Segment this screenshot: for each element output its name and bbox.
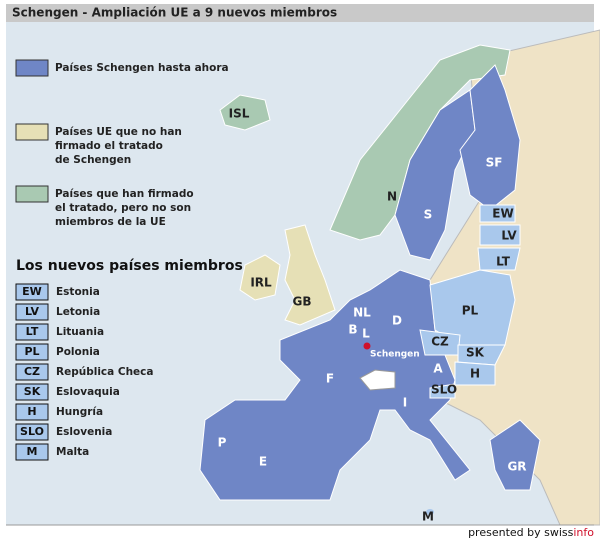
great-britain bbox=[284, 224, 336, 326]
legend-label: Países UE que no han bbox=[55, 126, 182, 138]
latvia bbox=[479, 224, 521, 246]
member-code: M bbox=[27, 445, 38, 458]
member-name: Hungría bbox=[56, 406, 103, 418]
title: Schengen - Ampliación UE a 9 nuevos miem… bbox=[12, 6, 337, 20]
map-label: F bbox=[326, 372, 334, 386]
member-name: Letonia bbox=[56, 306, 100, 318]
member-name: Estonia bbox=[56, 286, 100, 298]
code-box bbox=[15, 323, 49, 341]
legend-label: de Schengen bbox=[55, 154, 131, 166]
map-label: L bbox=[362, 327, 370, 341]
map-label: SLO bbox=[431, 383, 457, 397]
new-members-title: Los nuevos países miembros bbox=[16, 258, 243, 274]
ireland bbox=[239, 254, 281, 301]
map-label: IRL bbox=[250, 276, 272, 290]
member-code: H bbox=[27, 405, 36, 418]
member-code: LV bbox=[25, 305, 39, 318]
city-label: Schengen bbox=[370, 350, 420, 360]
legend-label: firmado el tratado bbox=[55, 140, 163, 152]
code-box bbox=[15, 443, 49, 461]
map-label: S bbox=[424, 208, 433, 222]
map-label: SF bbox=[486, 156, 503, 170]
member-code: SK bbox=[24, 385, 41, 398]
credit: presented by swissinfo bbox=[468, 526, 594, 539]
code-box bbox=[15, 363, 49, 381]
malta bbox=[426, 509, 434, 515]
map-label: M bbox=[422, 510, 434, 524]
map-label: D bbox=[392, 314, 402, 328]
member-name: República Checa bbox=[56, 366, 154, 378]
code-box bbox=[15, 383, 49, 401]
member-name: Polonia bbox=[56, 346, 100, 358]
map-label: PL bbox=[462, 304, 479, 318]
credit-suffix: info bbox=[573, 526, 594, 539]
credit-prefix: presented by swiss bbox=[468, 526, 574, 539]
member-code: PL bbox=[24, 345, 39, 358]
greece bbox=[489, 419, 541, 491]
member-name: Malta bbox=[56, 446, 89, 458]
member-code: SLO bbox=[20, 425, 44, 438]
header-bar bbox=[6, 4, 594, 22]
member-code: LT bbox=[26, 325, 39, 338]
code-box bbox=[15, 423, 49, 441]
map-label: CZ bbox=[431, 335, 449, 349]
legend-label: Países Schengen hasta ahora bbox=[55, 62, 229, 74]
schengen-continent bbox=[199, 269, 471, 501]
lithuania bbox=[477, 247, 521, 271]
finland bbox=[459, 64, 521, 211]
map-label: B bbox=[348, 323, 357, 337]
slovenia bbox=[429, 383, 456, 399]
member-name: Lituania bbox=[56, 326, 104, 338]
switzerland bbox=[359, 369, 396, 391]
map-label: LT bbox=[496, 255, 511, 269]
legend-label: miembros de la UE bbox=[55, 216, 166, 228]
map-label: N bbox=[387, 190, 397, 204]
map-label: A bbox=[433, 362, 443, 376]
estonia bbox=[479, 204, 516, 223]
legend-swatch bbox=[15, 185, 49, 203]
map-label: H bbox=[470, 367, 480, 381]
map-label: LV bbox=[501, 229, 517, 243]
member-name: Eslovaquia bbox=[56, 386, 120, 398]
code-box bbox=[15, 283, 49, 301]
member-name: Eslovenia bbox=[56, 426, 112, 438]
legend-label: el tratado, pero no son bbox=[55, 202, 191, 214]
map-label: EW bbox=[492, 207, 513, 221]
map-label: I bbox=[403, 396, 407, 410]
map-label: GB bbox=[293, 295, 312, 309]
map-label: ISL bbox=[229, 107, 250, 121]
legend-swatch bbox=[15, 59, 49, 77]
map-label: P bbox=[218, 436, 227, 450]
member-code: EW bbox=[22, 285, 42, 298]
code-box bbox=[15, 403, 49, 421]
map-label: GR bbox=[507, 460, 526, 474]
code-box bbox=[15, 343, 49, 361]
hungary bbox=[454, 361, 496, 386]
map-label: E bbox=[259, 455, 267, 469]
schengen-dot bbox=[363, 342, 371, 350]
member-code: CZ bbox=[24, 365, 40, 378]
code-box bbox=[15, 303, 49, 321]
map-label: NL bbox=[353, 306, 371, 320]
iceland bbox=[219, 94, 271, 131]
legend-swatch bbox=[15, 123, 49, 141]
legend-label: Países que han firmado bbox=[55, 188, 194, 200]
map-label: SK bbox=[466, 346, 485, 360]
land bbox=[199, 29, 600, 526]
